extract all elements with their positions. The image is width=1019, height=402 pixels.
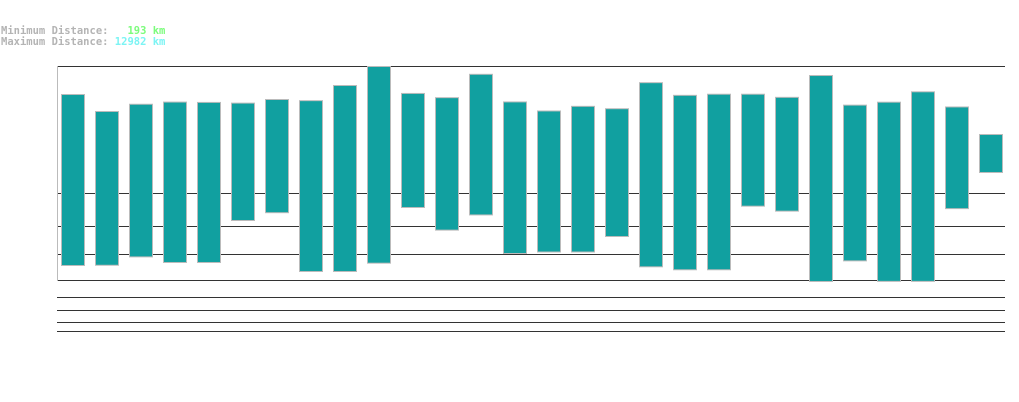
bar-value-label: 2946 km [980,125,992,169]
bar-value-label: 8500 km [174,215,186,259]
range-bar [231,102,255,221]
bar-value-label: 1449 km [776,163,788,207]
bar-value-label: 8654 km [310,224,322,268]
range-bar [61,94,85,266]
range-bar [877,101,901,282]
bar-value-label: 9449 km [412,160,424,204]
bar-value-label: 5474 km [990,125,1002,169]
bar-value-label: 453 km [130,215,142,253]
range-bar [571,105,595,253]
range-bar [401,92,425,208]
bar-value-label: 11921 km [480,161,492,212]
bar-value-label: 192 km [810,240,822,278]
range-bar [333,85,357,272]
range-bar [911,91,935,282]
range-bar [673,94,697,271]
min-distance-label: Minimum Distance: [1,25,109,37]
range-bar [537,110,561,253]
bar-value-label: 273 km [334,230,346,268]
bar-value-label: 8387 km [242,173,254,217]
bar-value-label: 194 km [878,240,890,278]
bar-value-label: 293 km [674,228,686,266]
bar-value-label: 293 km [708,228,720,266]
bar-value-label: 1334 km [470,167,482,211]
bar-value-label: 8038 km [582,204,594,248]
bar-value-label: 941 km [436,189,448,227]
bar-value-label: 9644 km [922,234,934,278]
bar-value-label: 1560 km [402,160,414,204]
bar-value-label: 7479 km [106,217,118,261]
bar-value-label: 370 km [368,222,380,260]
range-bar [197,101,221,263]
bar-value-label: 498 km [504,212,516,250]
bar-value-label: 400 km [844,219,856,257]
range-bar [299,100,323,272]
max-distance-label: Maximum Distance: [1,36,109,48]
bar-value-label: 273 km [300,230,312,268]
range-bar [605,108,629,237]
bar-value-label: 7536 km [548,204,560,248]
range-bar [843,104,867,262]
range-bar [741,93,765,207]
range-bar [129,103,153,258]
bar-value-label: 524 km [538,211,550,249]
max-distance-value: 12982 km [114,36,166,48]
bar-value-label: 345 km [96,224,108,262]
range-bar [775,96,799,212]
bar-value-label: 1402 km [266,165,278,209]
bar-value-label: 7782 km [616,189,628,233]
bar-value-label: 8463 km [208,215,220,259]
range-bar [265,98,289,214]
max-distance-row: Maximum Distance: 12982 km [1,37,165,48]
bar-value-label: 8169 km [854,213,866,257]
bar-value-label: 9355 km [752,158,764,202]
bar-value-label: 8979 km [446,182,458,226]
range-bar [163,101,187,263]
bar-value-label: 1164 km [232,173,244,217]
bar-value-label: 9355 km [718,222,730,266]
bar-value-label: 8780 km [276,165,288,209]
range-bar [707,93,731,271]
range-bar [639,82,663,268]
min-distance-value: 193 km [127,25,166,37]
min-distance-row: Minimum Distance: 193 km [1,26,165,37]
bar-value-label: 378 km [164,221,176,259]
bar-value-label: 194 km [912,240,924,278]
bar-value-label: 7972 km [956,161,968,205]
bar-value-label: 342 km [62,224,74,262]
bar-value-label: 12981 km [378,209,390,260]
bar-value-label: 1613 km [742,158,754,202]
bar-value-label: 10784 km [650,213,662,264]
range-bar [95,111,119,266]
bar-value-label: 378 km [198,221,210,259]
bar-value-label: 327 km [640,225,652,263]
bar-value-label: 11756 km [820,227,832,278]
range-bar [367,66,391,264]
range-bar [979,134,1003,173]
bar-value-label: 1526 km [946,161,958,205]
range-bar [469,73,493,216]
bar-value-label: 9230 km [684,222,696,266]
bar-value-label: 9013 km [786,163,798,207]
bar-value-label: 8264 km [140,209,152,253]
range-bar [503,101,527,254]
bar-value-label: 8516 km [514,206,526,250]
bar-value-label: 9322 km [72,218,84,262]
range-bar [945,106,969,210]
bar-value-label: 10400 km [344,217,356,268]
range-bar [435,97,459,231]
range-bar [809,75,833,282]
bar-value-label: 793 km [606,195,618,233]
bar-value-label: 8487 km [888,234,900,278]
bar-value-label: 524 km [572,211,584,249]
